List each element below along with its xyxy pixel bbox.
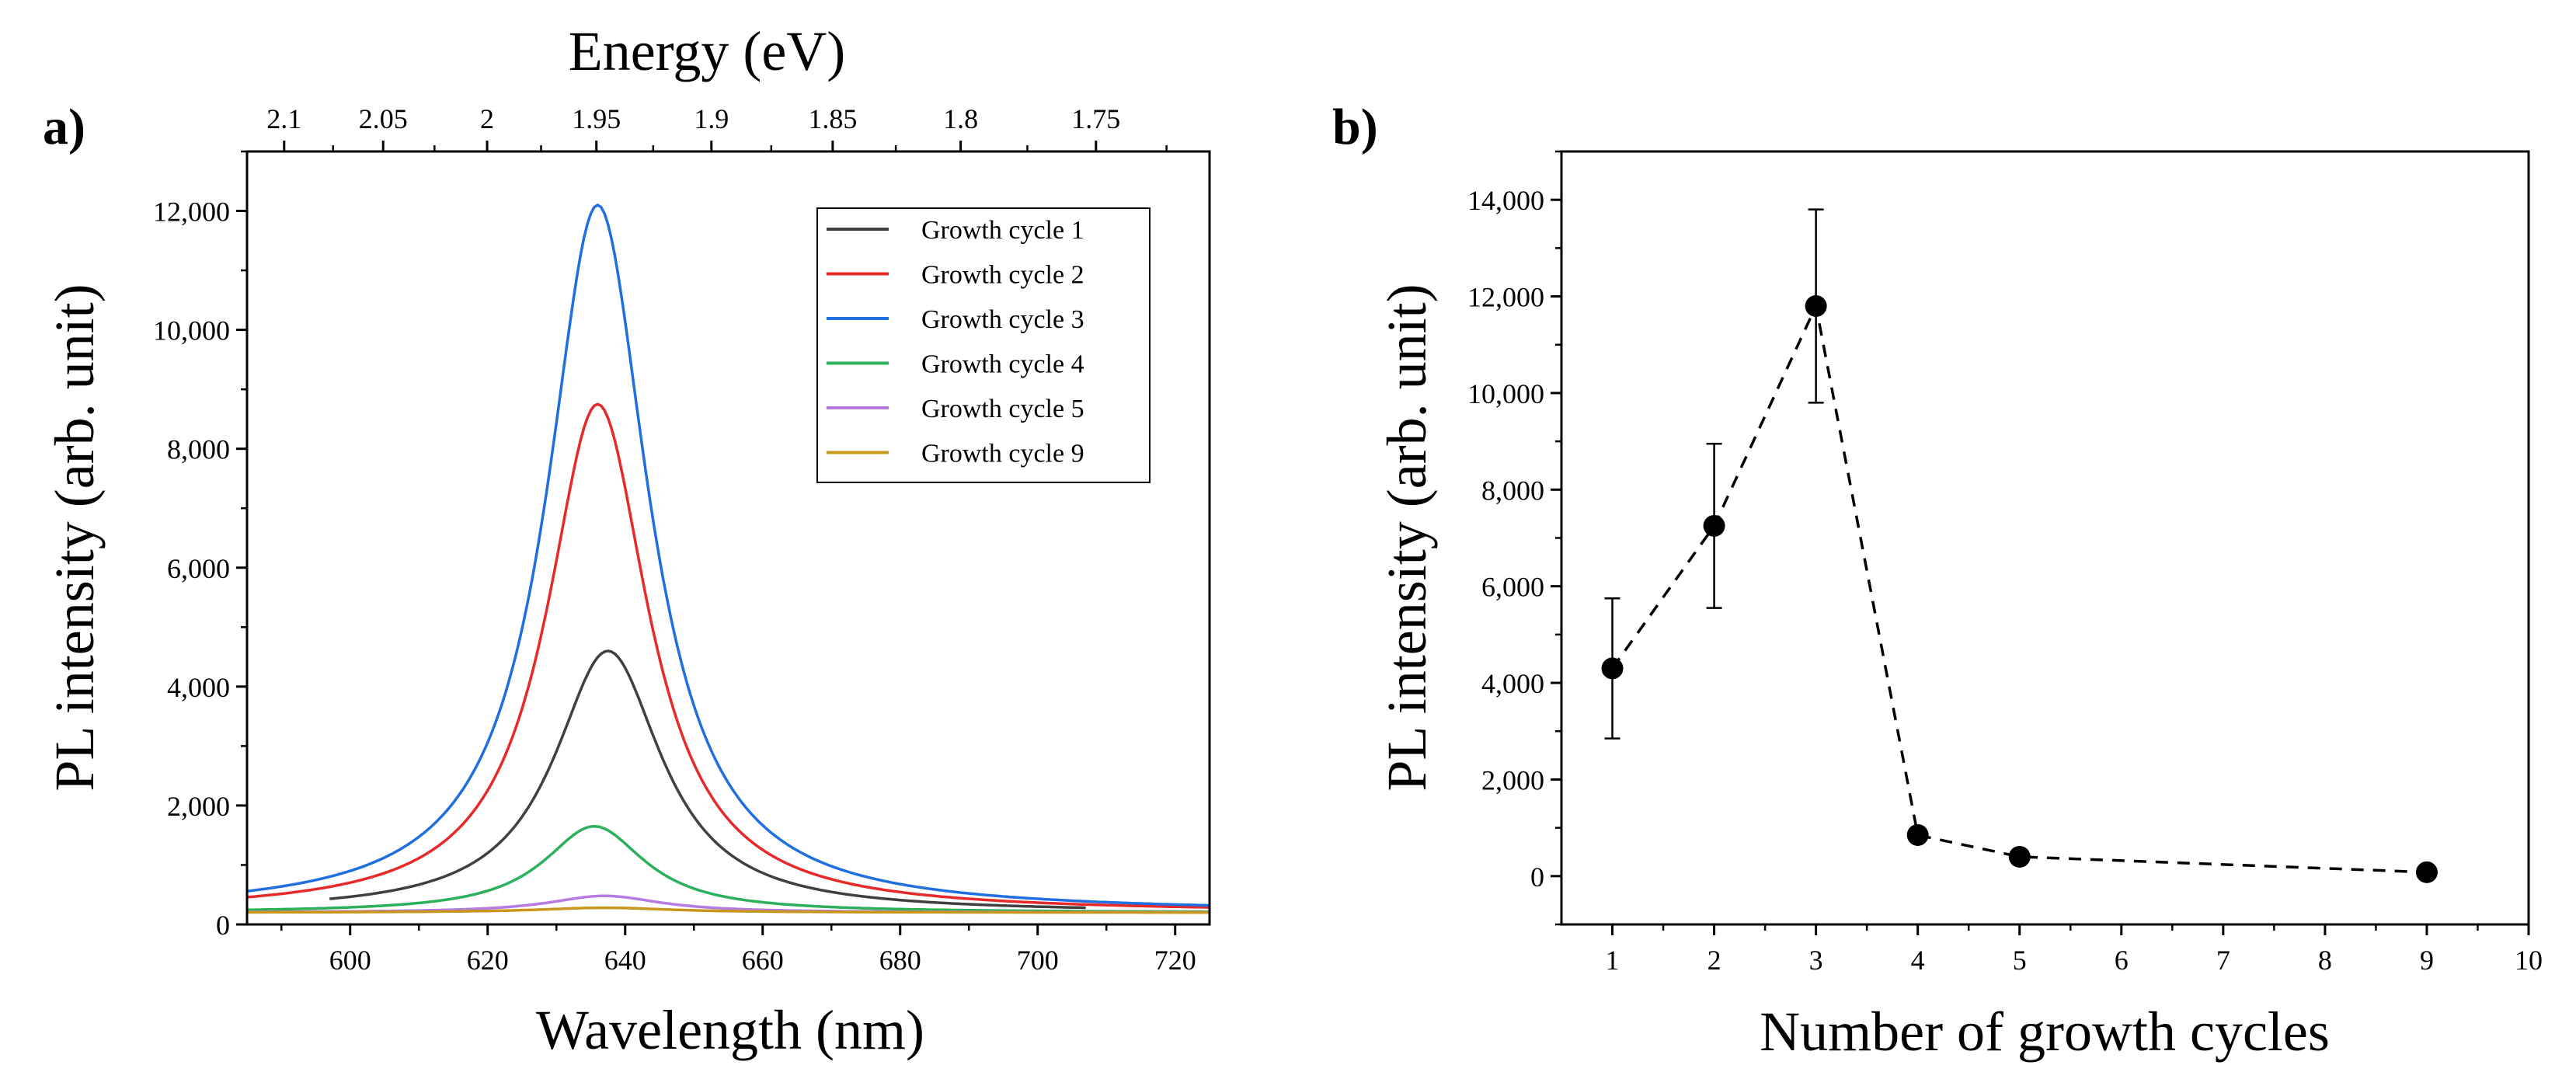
- panel-a-axes: 600 620 640 660 680 700 720 0 2,000 4,000 6,000 8,0…: [153, 103, 1211, 976]
- series-line-1: [329, 649, 1086, 910]
- b-y-tick-label-2: 4,000: [1481, 668, 1544, 699]
- panel-a-legend: Growth cycle 1 Growth cycle 2 Growth cycle…: [816, 207, 1150, 483]
- panel-a-top-axis-title: Energy (eV): [569, 20, 846, 82]
- x-tick-label-0: 600: [329, 945, 371, 976]
- b-x-tick-label-8: 9: [2420, 945, 2434, 976]
- panel-a-x-axis-title: Wavelength (nm): [536, 999, 924, 1061]
- b-x-tick-label-5: 6: [2115, 945, 2129, 976]
- series-line-2: [246, 402, 1210, 909]
- b-x-tick-label-1: 2: [1707, 945, 1721, 976]
- y-tick-label-3: 6,000: [167, 553, 230, 584]
- x-tick-label-6: 720: [1154, 945, 1196, 976]
- panel-b-y-axis-title: PL intensity (arb. unit): [1376, 284, 1438, 791]
- panel-b-series-group: [1601, 208, 2438, 883]
- y-tick-label-5: 10,000: [153, 315, 230, 346]
- series-dashed-line: [1611, 301, 2427, 874]
- legend-label-5: Growth cycle 5: [921, 395, 1084, 423]
- y-tick-label-0: 0: [216, 910, 230, 941]
- top-tick-label-3: 1.95: [572, 103, 621, 134]
- b-y-tick-label-6: 12,000: [1467, 282, 1544, 313]
- y-tick-label-4: 8,000: [167, 434, 230, 465]
- top-tick-label-6: 1.8: [943, 103, 978, 134]
- legend-label-3: Growth cycle 3: [921, 305, 1084, 334]
- y-tick-label-2: 4,000: [167, 672, 230, 703]
- panel-b-x-axis-title: Number of growth cycles: [1760, 1001, 2330, 1063]
- b-x-tick-label-0: 1: [1606, 945, 1620, 976]
- panel-a-plot-frame: [245, 150, 1211, 926]
- series-line-4: [246, 824, 1210, 914]
- b-y-tick-label-3: 6,000: [1481, 572, 1544, 603]
- top-tick-label-0: 2.1: [266, 103, 301, 134]
- b-y-tick-label-0: 0: [1530, 861, 1544, 893]
- x-tick-label-4: 680: [879, 945, 921, 976]
- b-x-tick-label-4: 5: [2013, 945, 2027, 976]
- b-y-tick-label-7: 14,000: [1467, 185, 1544, 216]
- series-line-3: [246, 203, 1210, 907]
- data-point-1: [1601, 657, 1624, 680]
- top-tick-label-5: 1.85: [808, 103, 857, 134]
- panel-a-series-group: [246, 203, 1210, 914]
- panel-a-chart: a) Energy (eV) Wavelength (nm) PL intens…: [43, 20, 1211, 1061]
- x-tick-label-1: 620: [467, 945, 509, 976]
- b-y-tick-label-4: 8,000: [1481, 475, 1544, 506]
- legend-box: [816, 207, 1150, 483]
- y-tick-label-1: 2,000: [167, 791, 230, 822]
- legend-label-4: Growth cycle 4: [921, 350, 1084, 379]
- panel-b-axes: 1 2 3 4 5 6 7 8 9 10 0 2,000 4,000 6,000 8,000 10,000 12…: [1467, 150, 2543, 976]
- data-point-5: [2008, 845, 2031, 868]
- b-y-tick-label-1: 2,000: [1481, 764, 1544, 795]
- x-tick-label-3: 660: [742, 945, 784, 976]
- data-point-2: [1703, 514, 1725, 537]
- legend-label-6: Growth cycle 9: [921, 440, 1084, 468]
- b-x-tick-label-9: 10: [2515, 945, 2543, 976]
- legend-label-2: Growth cycle 2: [921, 261, 1084, 290]
- data-point-3: [1805, 295, 1827, 317]
- x-tick-label-5: 700: [1017, 945, 1059, 976]
- panel-b-chart: b) Number of growth cycles PL intensity …: [1332, 99, 2543, 1063]
- panel-a-y-axis-title: PL intensity (arb. unit): [44, 284, 106, 791]
- panel-a-label: a): [43, 99, 85, 155]
- b-x-tick-label-3: 4: [1911, 945, 1925, 976]
- top-tick-label-1: 2.05: [359, 103, 408, 134]
- x-tick-label-2: 640: [604, 945, 646, 976]
- b-x-tick-label-6: 7: [2216, 945, 2230, 976]
- b-x-tick-label-2: 3: [1809, 945, 1823, 976]
- top-tick-label-2: 2: [480, 103, 494, 134]
- legend-label-1: Growth cycle 1: [921, 216, 1084, 245]
- b-x-tick-label-7: 8: [2318, 945, 2332, 976]
- series-line-6: [247, 906, 1210, 914]
- data-point-4: [1906, 823, 1929, 846]
- y-tick-label-6: 12,000: [153, 197, 230, 228]
- b-y-tick-label-5: 10,000: [1467, 378, 1544, 409]
- data-point-6: [2415, 861, 2438, 883]
- top-tick-label-4: 1.9: [694, 103, 729, 134]
- top-tick-label-7: 1.75: [1071, 103, 1120, 134]
- panel-b-label: b): [1332, 99, 1378, 155]
